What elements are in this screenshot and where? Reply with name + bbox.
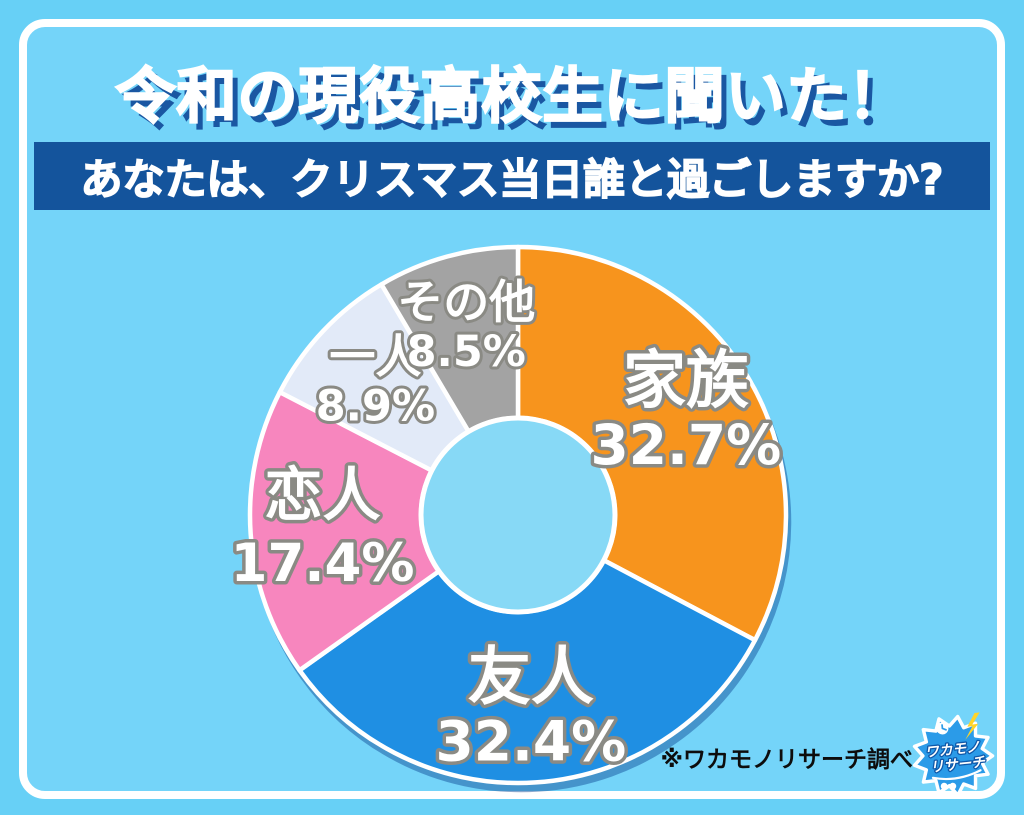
logo-star-burst <box>912 714 995 797</box>
page-title: 令和の現役高校生に聞いた！ <box>115 61 909 133</box>
clock-hands-icon <box>941 724 947 731</box>
logo-glasses-icon <box>949 782 957 790</box>
research-logo: ワカモノ リサーチ <box>912 712 995 797</box>
question-banner: あなたは、クリスマス当日誰と過ごしますか? <box>34 142 990 210</box>
logo-underline <box>931 769 982 781</box>
source-note: ※ワカモノリサーチ調べ <box>660 747 913 773</box>
lightning-icon <box>965 712 980 740</box>
question-text: あなたは、クリスマス当日誰と過ごしますか? <box>80 154 945 205</box>
page-frame <box>19 19 1005 799</box>
logo-glasses-icon <box>940 782 948 790</box>
